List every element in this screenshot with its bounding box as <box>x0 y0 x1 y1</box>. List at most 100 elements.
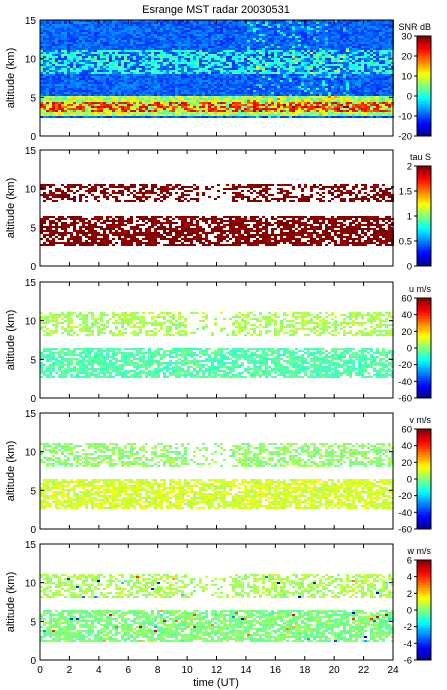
data-cell <box>133 50 136 52</box>
data-cell <box>85 60 88 62</box>
data-cell <box>76 52 79 54</box>
data-cell <box>331 54 334 56</box>
data-cell <box>67 42 70 44</box>
data-cell <box>328 80 331 82</box>
data-cell <box>73 68 76 70</box>
data-cell <box>160 30 163 32</box>
data-cell <box>157 40 160 42</box>
data-cell <box>154 60 157 62</box>
data-cell <box>253 76 256 78</box>
data-cell <box>313 28 316 30</box>
data-cell <box>61 54 64 56</box>
data-cell <box>268 66 271 68</box>
data-cell <box>241 102 244 104</box>
data-cell <box>103 44 106 46</box>
data-cell <box>160 70 163 72</box>
data-cell <box>187 114 190 116</box>
data-cell <box>256 28 259 30</box>
data-cell <box>139 44 142 46</box>
data-cell <box>100 98 103 100</box>
data-cell <box>343 52 346 54</box>
data-cell <box>118 52 121 54</box>
data-cell <box>328 46 331 48</box>
data-cell <box>43 24 46 26</box>
data-cell <box>139 94 142 96</box>
data-cell <box>118 74 121 76</box>
data-cell <box>154 94 157 96</box>
data-cell <box>172 46 175 48</box>
data-cell <box>250 40 253 42</box>
data-cell <box>115 52 118 54</box>
data-cell <box>145 48 148 50</box>
data-cell <box>115 106 118 108</box>
data-cell <box>223 54 226 56</box>
data-cell <box>220 104 223 106</box>
data-cell <box>334 26 337 28</box>
data-cell <box>94 116 97 118</box>
data-cell <box>262 76 265 78</box>
data-cell <box>280 86 283 88</box>
data-cell <box>325 102 328 104</box>
data-cell <box>112 94 115 96</box>
data-cell <box>97 106 100 108</box>
data-cell <box>64 22 67 24</box>
data-cell <box>181 82 184 84</box>
data-cell <box>67 110 70 112</box>
data-cell <box>184 78 187 80</box>
data-cell <box>61 32 64 34</box>
data-cell <box>313 32 316 34</box>
data-cell <box>163 80 166 82</box>
data-cell <box>292 52 295 54</box>
data-cell <box>118 104 121 106</box>
data-cell <box>157 92 160 94</box>
data-cell <box>271 90 274 92</box>
data-cell <box>67 36 70 38</box>
data-cell <box>289 110 292 112</box>
data-cell <box>268 102 271 104</box>
data-cell <box>280 44 283 46</box>
data-cell <box>313 30 316 32</box>
data-cell <box>193 66 196 68</box>
data-cell <box>301 38 304 40</box>
data-cell <box>217 114 220 116</box>
data-cell <box>316 114 319 116</box>
data-cell <box>334 22 337 24</box>
data-cell <box>175 108 178 110</box>
data-cell <box>322 30 325 32</box>
data-cell <box>49 116 52 118</box>
data-cell <box>121 80 124 82</box>
data-cell <box>220 106 223 108</box>
data-cell <box>145 60 148 62</box>
data-cell <box>145 22 148 24</box>
data-cell <box>139 116 142 118</box>
data-cell <box>307 38 310 40</box>
data-cell <box>181 48 184 50</box>
data-cell <box>175 78 178 80</box>
data-cell <box>313 40 316 42</box>
data-cell <box>148 98 151 100</box>
data-cell <box>241 54 244 56</box>
data-cell <box>169 28 172 30</box>
data-cell <box>205 76 208 78</box>
data-cell <box>220 82 223 84</box>
data-cell <box>205 96 208 98</box>
data-cell <box>217 42 220 44</box>
data-cell <box>304 108 307 110</box>
data-cell <box>64 110 67 112</box>
data-cell <box>193 58 196 60</box>
data-cell <box>43 106 46 108</box>
data-cell <box>217 44 220 46</box>
data-cell <box>325 60 328 62</box>
data-cell <box>271 92 274 94</box>
data-cell <box>199 56 202 58</box>
data-cell <box>88 100 91 102</box>
data-cell <box>196 62 199 64</box>
data-cell <box>67 34 70 36</box>
data-cell <box>85 98 88 100</box>
data-cell <box>118 100 121 102</box>
data-cell <box>313 50 316 52</box>
data-cell <box>214 42 217 44</box>
data-cell <box>280 28 283 30</box>
data-cell <box>229 112 232 114</box>
data-cell <box>157 76 160 78</box>
